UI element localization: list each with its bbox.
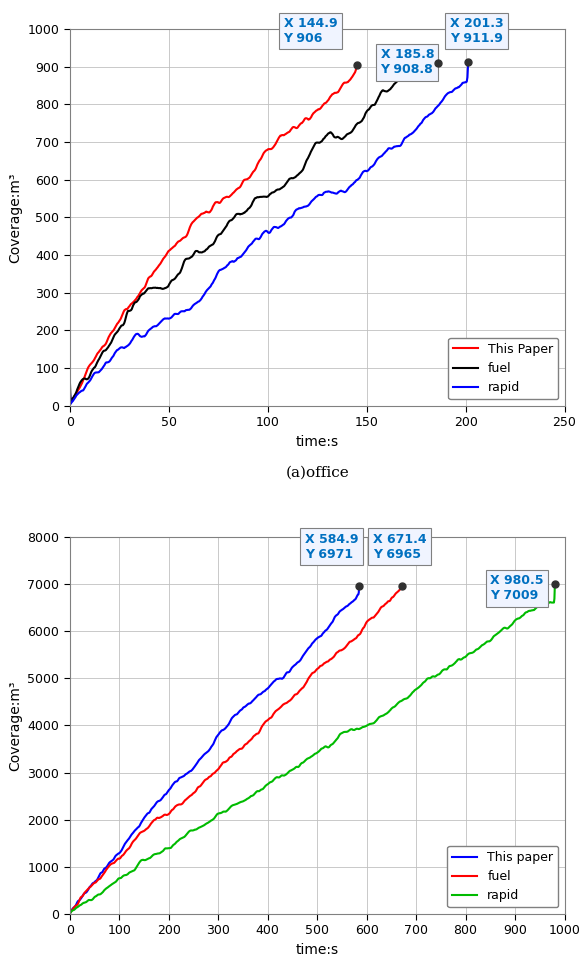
fuel: [427, 51, 434, 62]
fuel: [242, 206, 249, 218]
fuel: [66, 373, 73, 385]
This paper: [66, 908, 73, 920]
fuel: [368, 100, 375, 112]
This Paper: [102, 339, 109, 351]
rapid: [116, 873, 123, 885]
This Paper: [247, 169, 254, 181]
Text: X 144.9
Y 906: X 144.9 Y 906: [283, 17, 337, 45]
rapid: [399, 694, 406, 706]
rapid: [280, 770, 287, 781]
X-axis label: time:s: time:s: [296, 434, 339, 448]
Line: rapid: rapid: [70, 62, 468, 404]
rapid: [453, 655, 460, 667]
Y-axis label: Coverage:m³: Coverage:m³: [8, 680, 22, 771]
rapid: [445, 662, 452, 674]
rapid: [96, 365, 103, 377]
This paper: [356, 580, 363, 592]
fuel: [259, 719, 266, 731]
fuel: [66, 908, 73, 920]
fuel: [399, 580, 406, 592]
fuel: [87, 882, 94, 893]
X-axis label: time:s: time:s: [296, 943, 339, 956]
rapid: [417, 118, 424, 129]
rapid: [464, 56, 471, 68]
rapid: [66, 385, 73, 397]
This Paper: [274, 134, 281, 146]
fuel: [244, 204, 251, 216]
This Paper: [67, 398, 74, 409]
rapid: [66, 908, 73, 920]
This paper: [148, 803, 155, 815]
This paper: [158, 793, 165, 805]
Text: X 584.9
Y 6971: X 584.9 Y 6971: [305, 533, 359, 561]
fuel: [266, 189, 273, 200]
rapid: [249, 237, 255, 249]
rapid: [418, 117, 425, 128]
Line: fuel: fuel: [70, 586, 402, 914]
This Paper: [180, 231, 187, 243]
Text: X 671.4
Y 6965: X 671.4 Y 6965: [372, 533, 426, 561]
Line: fuel: fuel: [70, 56, 438, 402]
Text: X 980.5
Y 7009: X 980.5 Y 7009: [490, 574, 544, 603]
Line: This Paper: This Paper: [70, 64, 357, 403]
Legend: This Paper, fuel, rapid: This Paper, fuel, rapid: [448, 338, 558, 399]
Text: (a)office: (a)office: [285, 466, 349, 480]
This paper: [292, 659, 299, 671]
rapid: [262, 780, 269, 791]
This paper: [137, 817, 144, 829]
fuel: [352, 633, 359, 644]
fuel: [268, 712, 275, 723]
This Paper: [161, 252, 168, 263]
fuel: [318, 660, 325, 672]
Line: This paper: This paper: [70, 586, 359, 914]
Legend: This paper, fuel, rapid: This paper, fuel, rapid: [448, 846, 558, 908]
fuel: [67, 397, 74, 408]
Y-axis label: Coverage:m³: Coverage:m³: [8, 172, 22, 262]
fuel: [434, 57, 441, 69]
Text: X 185.8
Y 908.8: X 185.8 Y 908.8: [381, 49, 434, 76]
fuel: [416, 51, 423, 62]
This Paper: [275, 131, 282, 143]
This paper: [327, 618, 334, 630]
rapid: [343, 186, 350, 197]
Text: X 201.3
Y 911.9: X 201.3 Y 911.9: [450, 17, 503, 45]
This Paper: [66, 387, 73, 399]
fuel: [286, 173, 293, 185]
rapid: [220, 262, 227, 274]
Line: rapid: rapid: [70, 584, 555, 914]
rapid: [67, 399, 74, 410]
This paper: [256, 688, 263, 700]
This Paper: [353, 58, 360, 70]
fuel: [278, 701, 285, 712]
rapid: [551, 578, 558, 590]
